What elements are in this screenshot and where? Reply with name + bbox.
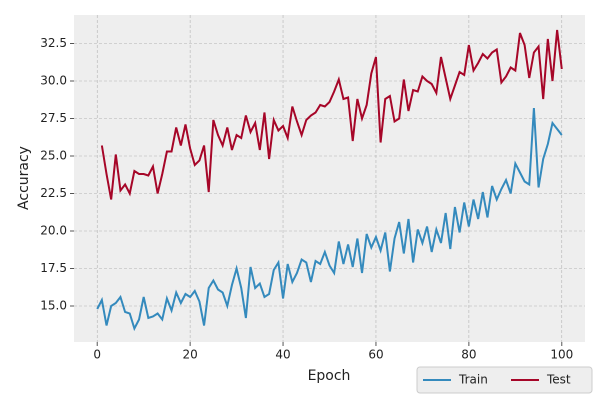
y-tick-label: 17.5 <box>40 261 67 275</box>
y-axis-label: Accuracy <box>16 146 32 210</box>
y-tick-label: 27.5 <box>40 111 67 125</box>
series-line <box>100 29 563 200</box>
legend-label: Test <box>546 373 571 387</box>
legend-label: Train <box>458 373 488 387</box>
x-axis-label: Epoch <box>308 368 351 384</box>
x-tick-label: 60 <box>368 348 383 362</box>
legend-box <box>416 366 593 394</box>
y-tick-label: 30.0 <box>40 74 67 88</box>
x-tick-label: 100 <box>550 348 573 362</box>
x-tick-label: 80 <box>461 348 476 362</box>
y-tick-label: 32.5 <box>40 36 67 50</box>
x-tick-label: 0 <box>93 348 101 362</box>
x-tick-label: 20 <box>182 348 197 362</box>
plot-area <box>74 15 585 342</box>
y-tick-label: 20.0 <box>40 224 67 238</box>
y-tick-label: 25.0 <box>40 149 67 163</box>
x-tick-label: 40 <box>275 348 290 362</box>
y-tick-label: 15.0 <box>40 299 67 313</box>
y-tick-label: 22.5 <box>40 186 67 200</box>
series-line <box>96 107 563 332</box>
